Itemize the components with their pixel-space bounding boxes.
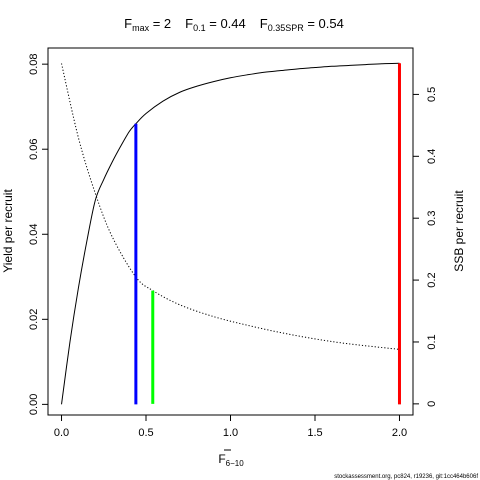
x-tick-label: 0.0: [54, 427, 69, 439]
y-right-tick-label: 0.1: [426, 334, 438, 349]
footer-text: stockassessment.org, pc824, r19236, git:…: [334, 474, 478, 480]
y-axis-left-label: Yield per recruit: [1, 189, 15, 273]
chart-title: Fmax = 2 F0.1 = 0.44 F0.35SPR = 0.54: [124, 16, 344, 33]
title-fmax-value: = 2: [149, 16, 171, 31]
x-axis-label-main: F: [218, 452, 225, 466]
title-f01-sub: 0.1: [193, 23, 206, 33]
y-right-tick-label: 0.5: [426, 87, 438, 102]
title-fspr-label: F: [260, 16, 268, 31]
x-tick-label: 2.0: [392, 427, 407, 439]
x-tick-label: 0.5: [138, 427, 153, 439]
plot-frame: [47, 47, 414, 416]
title-f01-value: = 0.44: [206, 16, 246, 31]
title-fmax-sub: max: [132, 23, 150, 33]
y-right-tick-label: 0.4: [426, 149, 438, 164]
x-tick-label: 1.0: [223, 427, 238, 439]
title-fmax-label: F: [124, 16, 132, 31]
y-left-tick-label: 0.00: [28, 394, 40, 415]
y-left-tick-label: 0.08: [28, 53, 40, 74]
title-fspr-value: = 0.54: [304, 16, 344, 31]
x-axis-label-sub: 6−10: [226, 459, 245, 468]
title-f01-label: F: [185, 16, 193, 31]
y-axis-right-label: SSB per recruit: [452, 190, 466, 272]
ssb-per-recruit-line: [61, 63, 400, 350]
y-left-tick-label: 0.06: [28, 139, 40, 160]
y-right-tick-label: 0: [426, 401, 438, 407]
x-tick-label: 1.5: [307, 427, 322, 439]
yield-per-recruit-line: [61, 62, 400, 405]
y-left-tick-label: 0.02: [28, 309, 40, 330]
y-right-tick-label: 0.2: [426, 272, 438, 287]
plot-layer: 0.0 0.5 1.0 1.5 2.0 0.00 0.02 0.04 0.06 0.08 0 0.1 0…: [28, 53, 438, 439]
title-fspr-sub: 0.35SPR: [268, 23, 305, 33]
y-right-tick-label: 0.3: [426, 211, 438, 226]
y-left-tick-label: 0.04: [28, 224, 40, 245]
x-axis-label: F6−10: [218, 452, 244, 468]
